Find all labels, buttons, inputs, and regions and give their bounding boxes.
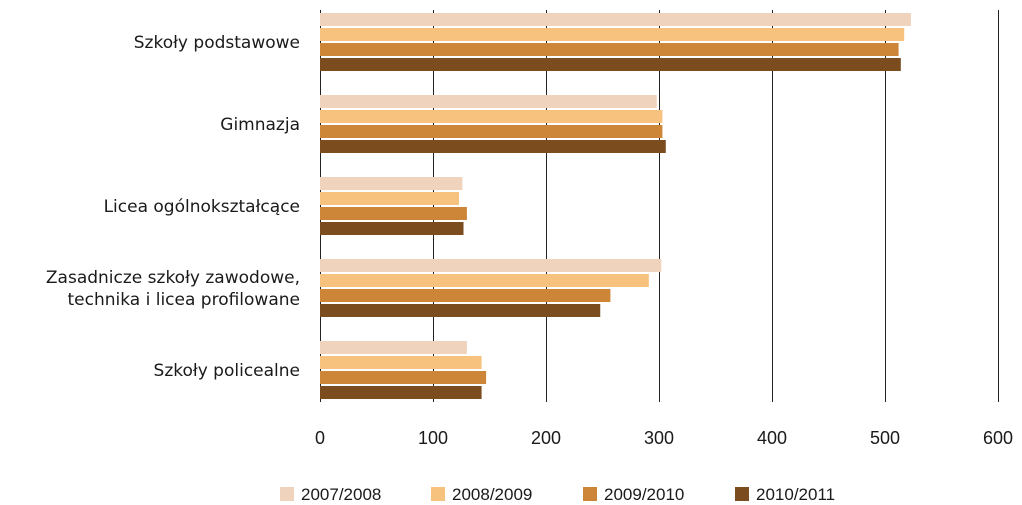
bar xyxy=(320,289,611,302)
bar xyxy=(320,192,459,205)
x-tick-label: 600 xyxy=(983,428,1013,448)
category-label: Zasadnicze szkoły zawodowe, xyxy=(46,268,300,288)
bar xyxy=(320,341,467,354)
legend-label: 2010/2011 xyxy=(756,485,835,504)
bar xyxy=(320,371,487,384)
bar xyxy=(320,110,663,123)
bar xyxy=(320,222,464,235)
x-tick-label: 200 xyxy=(531,428,561,448)
bar xyxy=(320,259,662,272)
legend-swatch xyxy=(431,487,445,501)
bars xyxy=(320,13,911,399)
legend-label: 2008/2009 xyxy=(452,485,532,504)
bar xyxy=(320,207,467,220)
legend-item: 2010/2011 xyxy=(735,485,835,504)
category-label: Szkoły policealne xyxy=(154,361,300,381)
x-tick-label: 100 xyxy=(418,428,448,448)
x-tick-label: 400 xyxy=(757,428,787,448)
x-tick-label: 0 xyxy=(315,428,325,448)
legend-swatch xyxy=(583,487,597,501)
bar xyxy=(320,274,649,287)
category-labels: Szkoły podstawowe Gimnazja Licea ogólnoksz… xyxy=(46,33,300,381)
category-label: Gimnazja xyxy=(220,115,300,135)
legend-item: 2007/2008 xyxy=(280,485,381,504)
bar xyxy=(320,177,463,190)
legend-label: 2007/2008 xyxy=(301,485,381,504)
legend: 2007/2008 2008/2009 2009/2010 2010/2011 xyxy=(280,485,835,504)
gridlines xyxy=(320,10,999,402)
bar xyxy=(320,43,899,56)
category-label: Szkoły podstawowe xyxy=(134,33,300,53)
x-tick-label: 500 xyxy=(870,428,900,448)
x-tick-labels: 0 100 200 300 400 500 600 xyxy=(315,428,1013,448)
bar xyxy=(320,13,911,26)
legend-label: 2009/2010 xyxy=(604,485,684,504)
legend-swatch xyxy=(735,487,749,501)
legend-item: 2009/2010 xyxy=(583,485,684,504)
bar xyxy=(320,356,482,369)
legend-item: 2008/2009 xyxy=(431,485,532,504)
legend-swatch xyxy=(280,487,294,501)
bar xyxy=(320,304,601,317)
category-label: technika i licea profilowane xyxy=(67,290,300,310)
bar xyxy=(320,95,657,108)
bar xyxy=(320,386,482,399)
category-label: Licea ogólnokształcące xyxy=(104,197,300,217)
bar xyxy=(320,58,901,71)
bar xyxy=(320,140,666,153)
bar xyxy=(320,28,905,41)
bar xyxy=(320,125,663,138)
x-tick-label: 300 xyxy=(644,428,674,448)
